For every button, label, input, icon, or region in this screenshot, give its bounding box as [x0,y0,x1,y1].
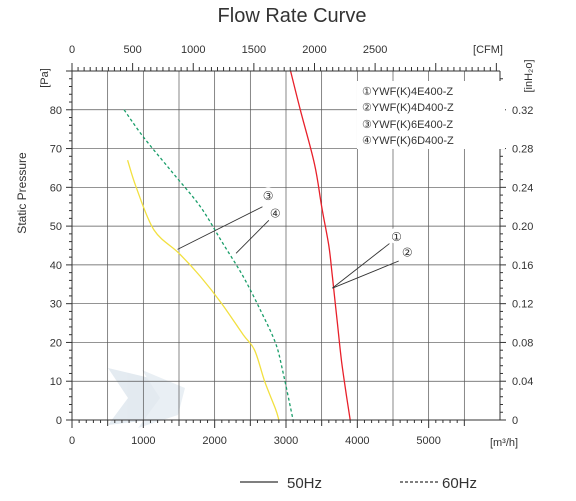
x-bottom-tick-label: 4000 [345,435,369,447]
leader-line-3-yellow [177,206,263,250]
legend-50hz-label: 50Hz [287,475,322,492]
y-left-tick-label: 0 [56,415,62,427]
x-bottom-tick-label: 3000 [274,435,298,447]
callout-marker-2: ④ [270,207,281,221]
callout-marker-bg [399,243,416,260]
y-left-tick-label: 30 [50,299,62,311]
callout-marker-bg [267,204,284,221]
top-axis-unit: [CFM] [473,44,503,56]
legend-entry-4: ④YWF(K)6D400-Z [362,135,454,147]
legend-entry-1: ①YWF(K)4E400-Z [362,86,453,98]
chart-title: Flow Rate Curve [218,5,367,27]
series-layer: ③ ④ ①② [123,71,416,420]
x-top-tick-label: 500 [123,44,141,56]
y-right-tick-label: 0.16 [512,260,533,272]
bottom-axis-unit: [m³/h] [490,437,518,449]
y-right-tick-label: 0.32 [512,105,533,117]
y-left-tick-label: 40 [50,260,62,272]
y-left-tick-label: 70 [50,144,62,156]
x-bottom-tick-label: 5000 [416,435,440,447]
x-bottom-tick-label: 1000 [131,435,155,447]
series-group [123,71,351,420]
y-right-tick-label: 0.12 [512,299,533,311]
legend-background [357,81,505,149]
fan-blade-shape [108,368,170,425]
callout-marker-bg [260,187,277,204]
x-bottom-tick-label: 0 [69,435,75,447]
y-right-tick-label: 0.24 [512,182,533,194]
fan-blade-shape-2 [138,370,185,428]
y-left-tick-label: 50 [50,221,62,233]
y-right-tick-label: 0 [512,415,518,427]
leader-line-4-dashed [235,219,270,254]
y-left-tick-label: 60 [50,182,62,194]
legend-entry-2: ②YWF(K)4D400-Z [362,102,454,114]
callout-marker-1: ③ [263,189,274,203]
legend-60hz-label: 60Hz [442,475,477,492]
callout-marker-bg [388,227,405,244]
y-left-tick-label: 20 [50,337,62,349]
y-right-tick-label: 0.28 [512,144,533,156]
x-top-tick-label: 2500 [363,44,387,56]
x-top-tick-label: 2000 [302,44,326,56]
x-bottom-tick-label: 2000 [202,435,226,447]
leader-line-1-red [332,243,390,289]
series-line-2 [126,159,280,420]
y-left-tick-label: 10 [50,376,62,388]
y-right-tick-label: 0.08 [512,337,533,349]
y-axis-title: Static Pressure [15,152,29,234]
callout-marker-4: ② [402,245,413,259]
y-right-tick-label: 0.04 [512,376,533,388]
y-left-tick-label: 80 [50,105,62,117]
y-right-tick-label: 0.20 [512,221,533,233]
series-line-3 [123,109,294,420]
ventel-watermark-logo [108,368,185,428]
right-axis-unit: [inH₂o] [523,59,535,92]
x-top-tick-label: 1000 [181,44,205,56]
x-top-tick-label: 0 [69,44,75,56]
series-line-1 [289,71,351,420]
frequency-legend: 50Hz 60Hz [240,475,477,492]
legend: ①YWF(K)4E400-Z ②YWF(K)4D400-Z ③YWF(K)6E4… [357,81,505,149]
leader-line-2-red [332,260,399,289]
callout-marker-3: ① [391,230,402,244]
left-axis-unit: [Pa] [39,68,51,88]
x-top-tick-label: 1500 [242,44,266,56]
legend-entry-3: ③YWF(K)6E400-Z [362,119,453,131]
